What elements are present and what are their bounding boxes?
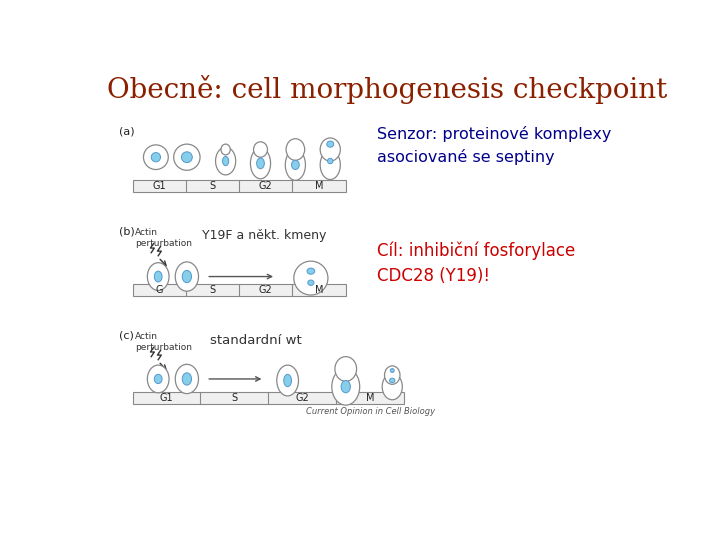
- Ellipse shape: [335, 356, 356, 381]
- Bar: [132, 392, 404, 403]
- Text: G1: G1: [153, 181, 166, 191]
- Text: (a): (a): [120, 126, 135, 137]
- Text: (b): (b): [120, 226, 135, 237]
- Text: Y19F a někt. kmeny: Y19F a někt. kmeny: [202, 229, 327, 242]
- Text: Senzor: proteinové komplexy
asociované se septiny: Senzor: proteinové komplexy asociované s…: [377, 126, 611, 165]
- Text: G: G: [156, 285, 163, 295]
- Ellipse shape: [175, 262, 199, 291]
- Text: S: S: [210, 181, 215, 191]
- Ellipse shape: [307, 268, 315, 274]
- Text: S: S: [210, 285, 215, 295]
- Ellipse shape: [151, 153, 161, 162]
- Ellipse shape: [222, 157, 229, 166]
- Ellipse shape: [148, 365, 169, 393]
- Text: Current Opinion in Cell Biology: Current Opinion in Cell Biology: [306, 408, 435, 416]
- Text: Actin
perturbation: Actin perturbation: [135, 228, 192, 248]
- Ellipse shape: [382, 374, 402, 400]
- Ellipse shape: [320, 138, 341, 161]
- Ellipse shape: [292, 160, 300, 170]
- Ellipse shape: [174, 144, 200, 170]
- Ellipse shape: [143, 145, 168, 170]
- Ellipse shape: [390, 369, 394, 373]
- Ellipse shape: [285, 150, 305, 180]
- Text: Actin
perturbation: Actin perturbation: [135, 332, 192, 352]
- Ellipse shape: [182, 373, 192, 385]
- Ellipse shape: [154, 374, 162, 383]
- Text: G2: G2: [259, 285, 273, 295]
- Ellipse shape: [320, 150, 341, 179]
- Text: Obecně: cell morphogenesis checkpoint: Obecně: cell morphogenesis checkpoint: [107, 75, 667, 104]
- Ellipse shape: [327, 141, 334, 147]
- Ellipse shape: [215, 147, 235, 175]
- Ellipse shape: [390, 378, 395, 383]
- Ellipse shape: [276, 365, 299, 396]
- Ellipse shape: [286, 139, 305, 160]
- Bar: [132, 180, 346, 192]
- Text: S: S: [231, 393, 238, 403]
- Ellipse shape: [341, 381, 351, 393]
- Ellipse shape: [307, 280, 314, 286]
- Ellipse shape: [284, 374, 292, 387]
- Ellipse shape: [328, 158, 333, 164]
- Text: G2: G2: [295, 393, 309, 403]
- Ellipse shape: [154, 271, 162, 282]
- Ellipse shape: [175, 364, 199, 394]
- Text: M: M: [366, 393, 374, 403]
- Ellipse shape: [182, 271, 192, 283]
- Ellipse shape: [253, 142, 267, 157]
- Text: G1: G1: [160, 393, 174, 403]
- Bar: [132, 284, 346, 296]
- Text: standardní wt: standardní wt: [210, 334, 302, 347]
- Ellipse shape: [384, 366, 400, 384]
- Ellipse shape: [221, 144, 230, 155]
- Text: M: M: [315, 285, 323, 295]
- Text: Cíl: inhibiční fosforylace
CDC28 (Y19)!: Cíl: inhibiční fosforylace CDC28 (Y19)!: [377, 242, 575, 286]
- Ellipse shape: [181, 152, 192, 163]
- Ellipse shape: [294, 261, 328, 295]
- Text: M: M: [315, 181, 323, 191]
- Ellipse shape: [148, 262, 169, 291]
- Text: G2: G2: [259, 181, 273, 191]
- Text: (c): (c): [120, 330, 135, 340]
- Ellipse shape: [332, 368, 360, 405]
- Ellipse shape: [256, 158, 264, 168]
- Ellipse shape: [251, 148, 271, 179]
